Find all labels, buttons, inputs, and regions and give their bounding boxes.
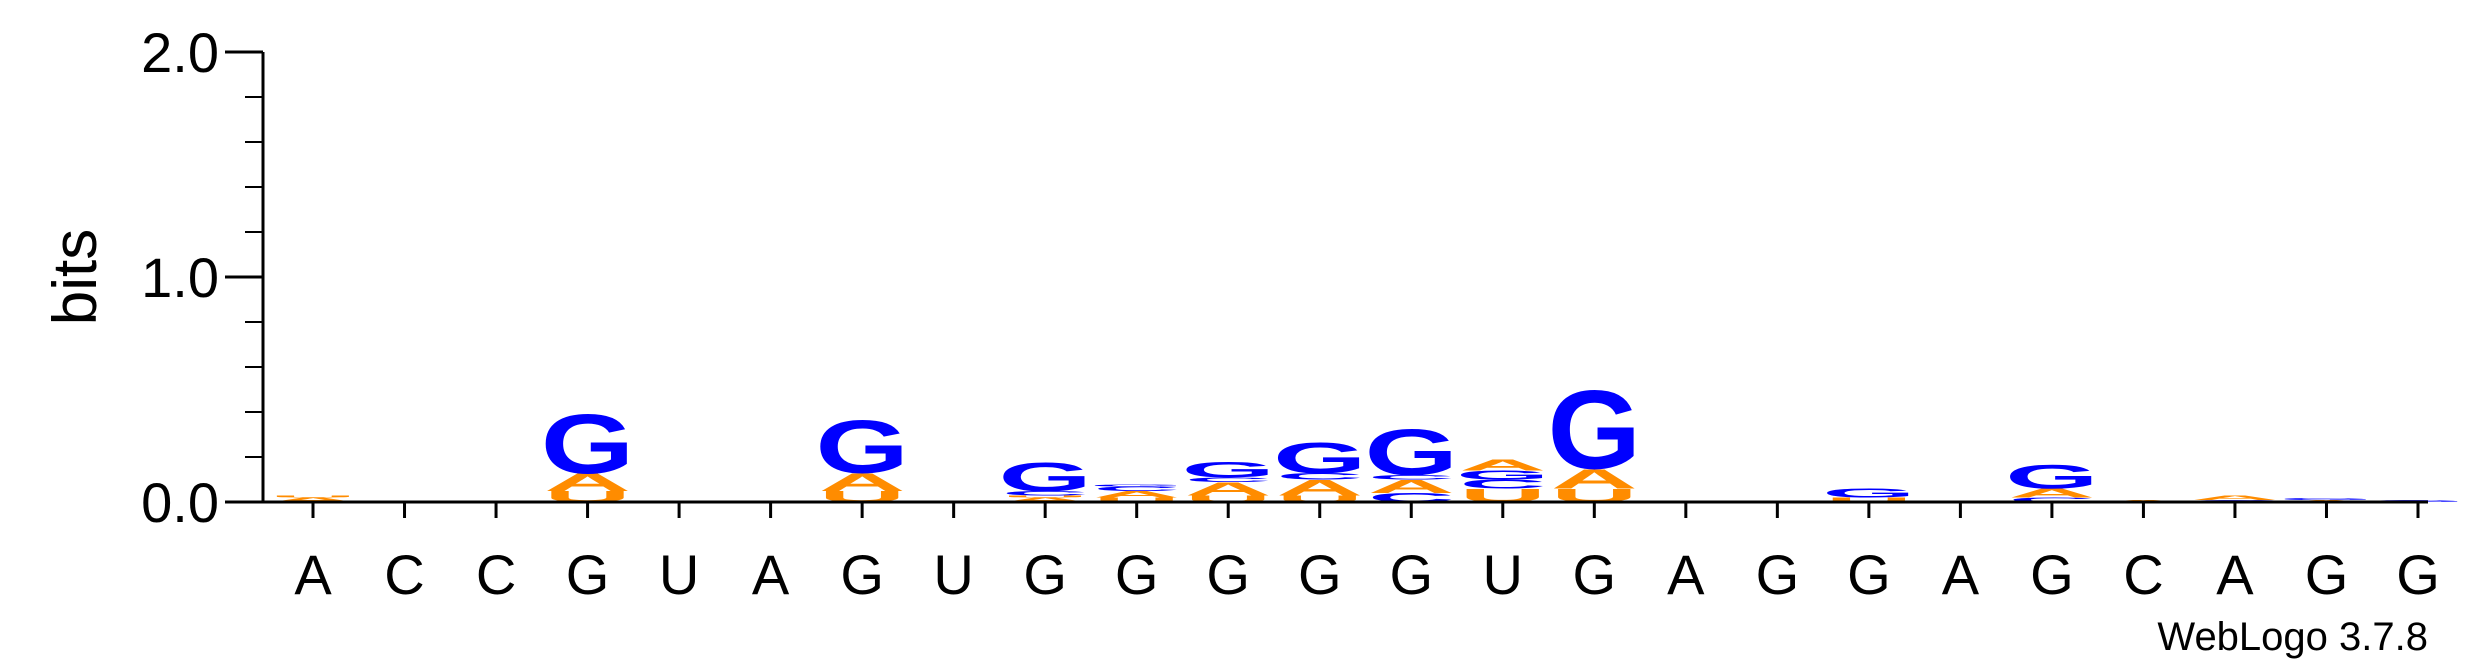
logo-letter-g: G [1364,415,1458,489]
x-tick-label: A [2216,543,2254,606]
logo-letter-g: G [2280,497,2374,500]
logo-letter-g: G [541,397,635,491]
x-tick-label: U [1483,543,1523,606]
logo-letter-g: G [1548,367,1642,493]
logo-letter-g: G [1822,486,1916,500]
x-tick-label: A [294,543,332,606]
logo-letter-g: G [815,405,909,489]
x-tick-label: C [476,543,516,606]
x-tick-label: C [384,543,424,606]
x-tick-label: G [1756,543,1800,606]
x-tick-label: G [1115,543,1159,606]
x-tick-label: G [2030,543,2074,606]
logo-letter-a: A [2192,494,2279,501]
logo-letter-g: G [1273,434,1367,483]
y-axis-label: bits [41,229,110,325]
x-tick-label: A [1667,543,1705,606]
x-tick-label: U [933,543,973,606]
x-tick-label: G [2396,543,2440,606]
logo-letter-g: G [1090,483,1184,486]
y-tick-label: 2.0 [141,21,219,84]
x-tick-label: G [2305,543,2349,606]
x-tick-label: G [1847,543,1891,606]
x-tick-label: G [1023,543,1067,606]
credit-text: WebLogo 3.7.8 [2157,615,2428,659]
x-tick-label: C [2123,543,2163,606]
x-tick-label: G [1206,543,1250,606]
x-tick-label: A [752,543,790,606]
logo-letter-u: U [270,495,357,498]
logo-letter-a: A [1459,456,1546,473]
x-tick-label: U [659,543,699,606]
x-tick-label: G [566,543,610,606]
logo-letter-g: G [998,455,1092,500]
x-tick-label: G [840,543,884,606]
y-ticks: 0.0 1.0 2.0 [141,21,263,534]
x-tick-label: G [1573,543,1617,606]
x-tick-label: G [1389,543,1433,606]
x-tick-label: A [1942,543,1980,606]
logo-letter-g: G [1181,458,1275,482]
logo-letter-g: G [2005,457,2099,495]
y-tick-label: 0.0 [141,471,219,534]
y-tick-label: 1.0 [141,246,219,309]
x-tick-label: G [1298,543,1342,606]
